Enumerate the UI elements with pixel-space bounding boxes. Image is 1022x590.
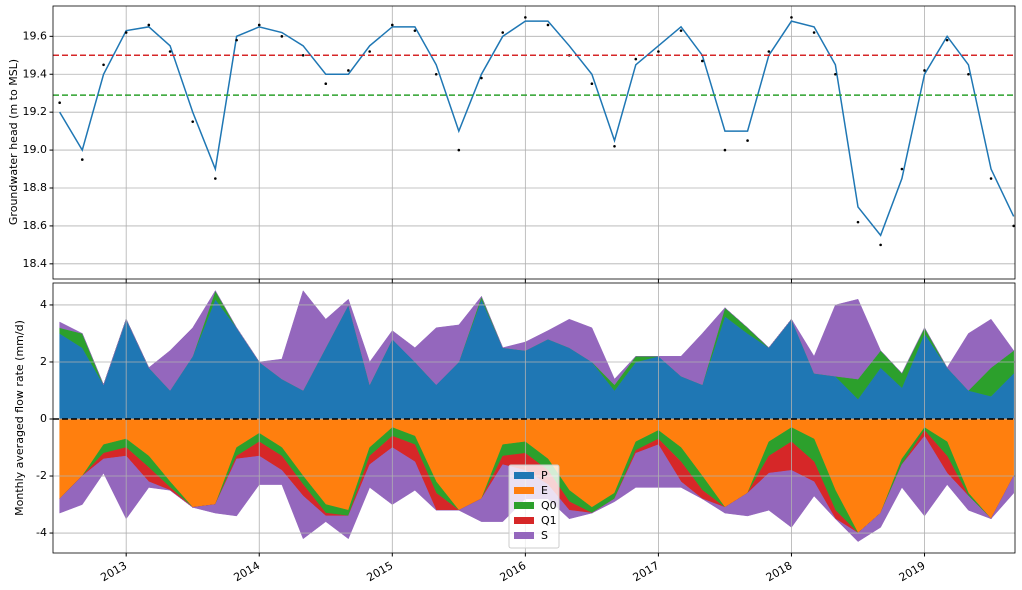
observation — [147, 23, 151, 27]
y-tick-label: 18.4 — [23, 257, 48, 270]
observation — [457, 148, 461, 152]
y-tick-label: 4 — [40, 298, 47, 311]
observation — [102, 63, 105, 67]
observation — [613, 144, 616, 148]
observation — [501, 31, 505, 34]
observation — [390, 23, 394, 27]
observation — [257, 23, 261, 27]
y-tick-label: 19.4 — [23, 67, 48, 80]
legend-swatch — [514, 472, 534, 479]
y-tick-label: 19.0 — [23, 143, 48, 156]
observation — [324, 82, 328, 86]
y-axis-label: Groundwater head (m to MSL) — [7, 59, 20, 225]
x-tick-label: 2013 — [98, 559, 129, 584]
legend-label: E — [541, 484, 548, 497]
observation — [191, 120, 195, 123]
legend-label: S — [541, 529, 548, 542]
observation — [214, 177, 217, 180]
y-tick-label: -4 — [36, 526, 47, 539]
plot-area — [53, 283, 1015, 553]
x-tick-label: 2015 — [365, 559, 396, 584]
observation — [746, 139, 749, 142]
observation — [524, 16, 527, 19]
observation — [347, 69, 350, 72]
observation — [856, 220, 860, 224]
observation — [124, 31, 128, 34]
legend-label: Q0 — [541, 499, 557, 512]
x-tick-label: 2016 — [498, 559, 529, 584]
observation — [812, 31, 816, 34]
observation — [1012, 224, 1015, 228]
x-tick-label: 2019 — [897, 559, 928, 584]
observation — [434, 72, 438, 76]
y-tick-label: 18.8 — [23, 181, 48, 194]
observation — [723, 148, 727, 152]
x-tick-label: 2014 — [231, 559, 262, 584]
observation — [679, 29, 683, 32]
legend-swatch — [514, 517, 534, 524]
y-tick-label: 19.6 — [23, 29, 48, 42]
y-tick-label: 18.6 — [23, 219, 48, 232]
axes-frame — [52, 282, 1016, 554]
observation — [879, 243, 882, 247]
observation — [945, 38, 949, 42]
observation — [834, 72, 837, 76]
y-tick-label: -2 — [36, 469, 47, 482]
x-tick-label: 2017 — [631, 559, 662, 584]
observation — [900, 167, 904, 171]
plot-area — [53, 6, 1015, 279]
observation — [967, 72, 970, 76]
legend-label: Q1 — [541, 514, 557, 527]
observation — [58, 101, 61, 104]
legend-label: P — [541, 469, 548, 482]
y-tick-label: 19.2 — [23, 105, 48, 118]
y-axis-label: Monthly averaged flow rate (mm/d) — [13, 320, 26, 516]
observation — [301, 53, 305, 57]
observation — [989, 177, 993, 180]
observation — [80, 158, 84, 161]
axes-frame — [52, 5, 1016, 280]
area-positive — [59, 290, 1015, 391]
observation — [923, 69, 926, 72]
observation — [368, 50, 371, 53]
legend-swatch — [514, 502, 534, 509]
observation — [235, 38, 238, 42]
observation — [634, 57, 638, 61]
observation — [790, 16, 793, 19]
legend-swatch — [514, 487, 534, 494]
observation — [701, 59, 704, 63]
observation — [767, 50, 771, 53]
line — [59, 20, 1015, 237]
y-tick-label: 0 — [40, 412, 47, 425]
observation — [168, 50, 172, 53]
legend-swatch — [514, 532, 534, 539]
observation — [413, 29, 417, 32]
observation — [590, 82, 594, 86]
observation — [657, 50, 660, 53]
observation — [480, 76, 483, 80]
y-tick-label: 2 — [40, 355, 47, 368]
x-tick-label: 2018 — [764, 559, 795, 584]
observation — [280, 35, 284, 38]
observation — [546, 23, 550, 27]
